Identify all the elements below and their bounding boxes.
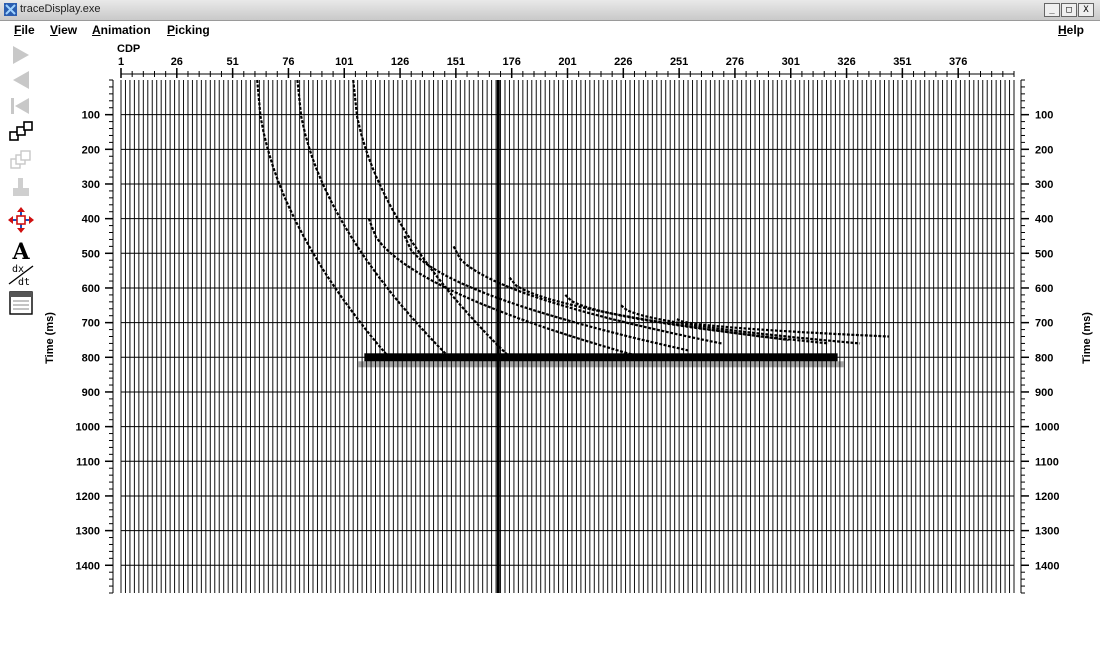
app-icon xyxy=(4,3,17,16)
diffraction-event xyxy=(367,218,655,362)
y-tick-label: 600 xyxy=(1035,283,1053,295)
x-tick-label: 351 xyxy=(893,56,911,68)
x-tick-label: 276 xyxy=(726,56,744,68)
y-tick-label: 1300 xyxy=(1035,526,1059,538)
multi-window-icon[interactable] xyxy=(7,120,35,146)
window-panel-icon[interactable] xyxy=(7,290,35,316)
menu-help[interactable]: Help xyxy=(1058,23,1085,37)
x-axis-title: CDP xyxy=(117,43,140,55)
y-tick-label: 300 xyxy=(1035,179,1053,191)
diffraction-event xyxy=(296,79,450,359)
window-title: traceDisplay.exe xyxy=(20,3,101,15)
x-tick-label: 76 xyxy=(282,56,294,68)
time-axis-right: 100 200 300 400 500 600 700 800 900 1000 1100 1200 1… xyxy=(1020,79,1059,594)
diffraction-event xyxy=(452,245,722,345)
play-forward-icon[interactable] xyxy=(7,42,35,68)
diffraction-event xyxy=(676,318,890,338)
y-tick-label: 900 xyxy=(1035,387,1053,399)
derivative-bottom: dt xyxy=(18,277,30,288)
y-tick-label: 1400 xyxy=(76,560,100,572)
seismic-events xyxy=(256,79,890,368)
y-tick-label: 1300 xyxy=(76,526,100,538)
y-tick-label: 800 xyxy=(82,352,100,364)
x-tick-label: 376 xyxy=(949,56,967,68)
x-tick-label: 201 xyxy=(558,56,576,68)
menu-file[interactable]: File xyxy=(14,23,35,37)
y-tick-label: 1000 xyxy=(1035,422,1059,434)
y-tick-label: 600 xyxy=(82,283,100,295)
y-tick-label: 500 xyxy=(82,248,100,260)
diffraction-event xyxy=(256,79,390,359)
x-tick-label: 226 xyxy=(614,56,632,68)
cdp-axis: 1 26 51 76 101 126 151 176 201 226 251 276 301 326 351… xyxy=(118,56,1015,78)
x-tick-label: 26 xyxy=(171,56,183,68)
x-tick-label: 176 xyxy=(503,56,521,68)
x-tick-label: 326 xyxy=(837,56,855,68)
x-tick-label: 101 xyxy=(335,56,353,68)
y-tick-label: 1000 xyxy=(76,422,100,434)
rewind-to-start-icon[interactable] xyxy=(7,93,35,119)
flat-reflector xyxy=(364,353,838,362)
time-axis-left: 100 200 300 400 500 600 700 800 900 1000 1100 1200 1… xyxy=(76,79,114,594)
y-tick-label: 800 xyxy=(1035,352,1053,364)
play-backward-icon[interactable] xyxy=(7,67,35,93)
y-tick-label: 1100 xyxy=(1035,456,1059,468)
y-tick-label: 400 xyxy=(82,214,100,226)
annotate-text-icon[interactable]: A xyxy=(7,237,35,263)
y-tick-label: 700 xyxy=(1035,318,1053,330)
diffraction-event xyxy=(564,294,829,345)
y-tick-label: 1200 xyxy=(76,491,100,503)
close-button[interactable]: X xyxy=(1078,3,1094,17)
menu-bar: File View Animation Picking Help xyxy=(0,20,1100,40)
y-tick-label: 100 xyxy=(1035,110,1053,122)
x-tick-label: 51 xyxy=(227,56,239,68)
menu-view[interactable]: View xyxy=(50,23,78,37)
y-tick-label: 700 xyxy=(82,318,100,330)
y-tick-label: 300 xyxy=(82,179,100,191)
y-tick-label: 1200 xyxy=(1035,491,1059,503)
y-tick-label: 400 xyxy=(1035,214,1053,226)
save-icon[interactable] xyxy=(7,175,35,201)
x-tick-label: 251 xyxy=(670,56,688,68)
y-tick-label: 1400 xyxy=(1035,560,1059,572)
y-tick-label: 100 xyxy=(82,110,100,122)
y-axis-title-left: Time (ms) xyxy=(44,312,56,364)
diffraction-event xyxy=(352,79,513,360)
diffraction-event xyxy=(620,304,861,345)
annotate-glyph: A xyxy=(11,239,30,263)
title-bar: traceDisplay.exe _ □ X xyxy=(0,0,1100,21)
trace-lines xyxy=(120,80,1015,593)
x-tick-label: 151 xyxy=(447,56,465,68)
y-axis-title-right: Time (ms) xyxy=(1081,312,1093,364)
diffraction-event xyxy=(403,235,689,352)
minimize-button[interactable]: _ xyxy=(1044,3,1060,17)
menu-animation[interactable]: Animation xyxy=(92,23,151,37)
x-tick-label: 126 xyxy=(391,56,409,68)
y-tick-label: 500 xyxy=(1035,248,1053,260)
y-tick-label: 200 xyxy=(1035,144,1053,156)
y-tick-label: 900 xyxy=(82,387,100,399)
maximize-button[interactable]: □ xyxy=(1061,3,1077,17)
y-tick-label: 200 xyxy=(82,144,100,156)
derivative-icon[interactable]: dx dt xyxy=(7,262,35,288)
tool-palette: A dx dt xyxy=(0,40,44,320)
x-tick-label: 1 xyxy=(118,56,124,68)
y-tick-label: 1100 xyxy=(76,456,100,468)
x-tick-label: 301 xyxy=(782,56,800,68)
move-arrows-icon[interactable] xyxy=(7,207,35,233)
stacked-windows-icon[interactable] xyxy=(7,148,35,174)
derivative-top: dx xyxy=(12,264,24,275)
reflector-shadow xyxy=(358,361,844,368)
menu-picking[interactable]: Picking xyxy=(167,23,210,37)
